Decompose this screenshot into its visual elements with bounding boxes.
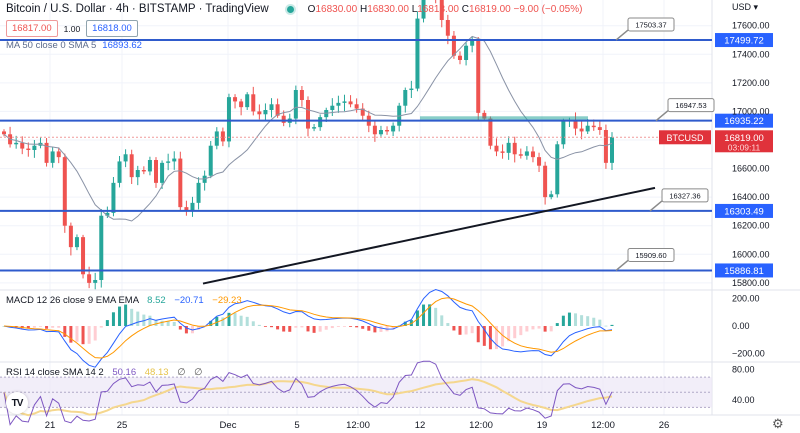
svg-text:17200.00: 17200.00 (732, 78, 770, 88)
buy-button[interactable]: 16818.00 (86, 20, 138, 37)
svg-text:16600.00: 16600.00 (732, 164, 770, 174)
svg-text:16327.36: 16327.36 (669, 191, 700, 200)
ma-legend[interactable]: MA 50 close 0 SMA 5 16893.62 (6, 40, 142, 51)
gear-icon[interactable]: ⚙ (772, 416, 784, 431)
svg-text:80.00: 80.00 (732, 365, 755, 375)
svg-text:17400.00: 17400.00 (732, 49, 770, 59)
svg-text:17499.72: 17499.72 (724, 36, 764, 47)
price-change: −9.00 (−0.05%) (513, 3, 583, 15)
svg-text:17503.37: 17503.37 (635, 21, 666, 30)
svg-text:5: 5 (294, 420, 299, 431)
svg-text:15800.00: 15800.00 (732, 278, 770, 288)
rsi-legend[interactable]: RSI 14 close SMA 14 2 50.16 48.13 ∅ ∅ (6, 367, 203, 378)
svg-text:12:00: 12:00 (591, 420, 615, 431)
svg-text:USD ▾: USD ▾ (732, 2, 759, 12)
svg-text:26: 26 (659, 420, 670, 431)
quote-row: 16817.00 1.00 16818.00 (6, 20, 138, 37)
macd-legend[interactable]: MACD 12 26 close 9 EMA EMA 8.52 −20.71 −… (6, 295, 242, 306)
rsi-line (3, 360, 613, 426)
svg-text:12:00: 12:00 (346, 420, 370, 431)
market-open-dot-icon (286, 5, 294, 13)
svg-text:03:09:11: 03:09:11 (728, 142, 761, 152)
signal-line (3, 297, 613, 359)
svg-text:16400.00: 16400.00 (732, 192, 770, 202)
svg-text:200.00: 200.00 (732, 293, 760, 303)
svg-text:19: 19 (537, 420, 548, 431)
svg-text:12: 12 (415, 420, 426, 431)
svg-text:17000.00: 17000.00 (732, 106, 770, 116)
symbol-title[interactable]: Bitcoin / U.S. Dollar · 4h · BITSTAMP · … (6, 3, 269, 15)
svg-text:0.00: 0.00 (732, 321, 750, 331)
svg-text:15886.81: 15886.81 (724, 266, 764, 277)
svg-text:BTCUSD: BTCUSD (666, 133, 704, 143)
svg-text:25: 25 (117, 420, 128, 431)
svg-text:16303.49: 16303.49 (724, 206, 764, 217)
svg-text:16200.00: 16200.00 (732, 221, 770, 231)
svg-text:16935.22: 16935.22 (724, 116, 764, 127)
svg-text:15909.60: 15909.60 (635, 251, 666, 260)
ma50-line (3, 35, 613, 222)
tradingview-logo-icon[interactable]: TV (6, 392, 28, 414)
svg-text:21: 21 (45, 420, 56, 431)
svg-text:16819.00: 16819.00 (724, 133, 764, 144)
spread-value: 1.00 (63, 23, 81, 34)
trendline (202, 186, 656, 285)
sell-button[interactable]: 16817.00 (6, 20, 58, 37)
svg-text:12:00: 12:00 (469, 420, 493, 431)
rsi-sma-line (3, 378, 613, 417)
svg-text:−200.00: −200.00 (732, 349, 765, 359)
ohlc-values: O16830.00 H16830.00 L16813.00 C16819.00 … (307, 3, 583, 15)
support-zone (420, 116, 588, 122)
macd-line (3, 288, 613, 368)
svg-text:40.00: 40.00 (732, 395, 755, 405)
svg-text:17600.00: 17600.00 (732, 21, 770, 31)
svg-text:16947.53: 16947.53 (675, 101, 706, 110)
svg-text:16000.00: 16000.00 (732, 249, 770, 259)
svg-text:Dec: Dec (220, 420, 237, 431)
symbol-legend: Bitcoin / U.S. Dollar · 4h · BITSTAMP · … (6, 3, 582, 15)
